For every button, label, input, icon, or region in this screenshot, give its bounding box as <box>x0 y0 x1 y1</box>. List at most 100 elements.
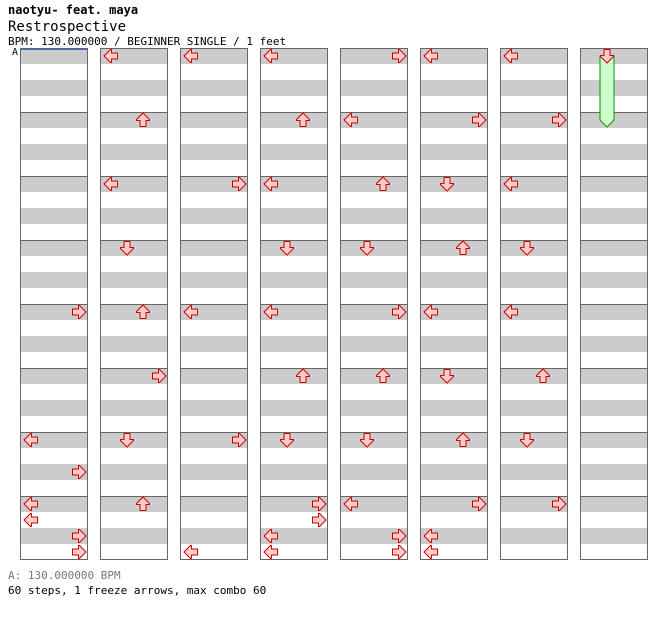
beat-stripe <box>581 256 647 272</box>
beat-stripe <box>421 416 487 432</box>
arrow-left-icon <box>503 49 519 64</box>
arrow-right-icon <box>391 304 407 320</box>
beat-stripe <box>181 304 247 320</box>
measure-line <box>341 304 407 305</box>
beat-stripe <box>501 304 567 320</box>
arrow-left-icon <box>423 544 439 559</box>
arrow-down-icon <box>439 176 455 192</box>
beat-stripe <box>21 112 87 128</box>
beat-stripe <box>501 384 567 400</box>
beat-stripe <box>101 272 167 288</box>
beat-stripe <box>581 352 647 368</box>
measure-line <box>581 176 647 177</box>
beat-stripe <box>101 144 167 160</box>
beat-stripe <box>261 384 327 400</box>
beat-stripe <box>21 80 87 96</box>
measure-line <box>101 496 167 497</box>
beat-stripe <box>181 352 247 368</box>
beat-stripe <box>421 224 487 240</box>
measure-line <box>101 240 167 241</box>
beat-stripe <box>261 224 327 240</box>
beat-stripe <box>421 400 487 416</box>
beat-stripe <box>21 384 87 400</box>
beat-stripe <box>181 448 247 464</box>
measure-line <box>341 240 407 241</box>
measure-line <box>581 368 647 369</box>
beat-stripe <box>101 224 167 240</box>
beat-stripe <box>181 368 247 384</box>
beat-stripe <box>421 272 487 288</box>
beat-stripe <box>341 224 407 240</box>
beat-stripe <box>261 144 327 160</box>
beat-stripe <box>21 96 87 112</box>
arrow-left-icon <box>183 304 199 320</box>
beat-stripe <box>581 336 647 352</box>
beat-stripe <box>501 400 567 416</box>
arrow-left-icon <box>263 49 279 64</box>
beat-stripe <box>341 496 407 512</box>
beat-stripe <box>181 496 247 512</box>
measure-line <box>501 432 567 433</box>
arrow-left-icon <box>263 528 279 544</box>
beat-stripe <box>181 464 247 480</box>
beat-stripe <box>581 288 647 304</box>
beat-stripe <box>581 528 647 544</box>
beat-stripe <box>21 256 87 272</box>
beat-stripe <box>501 544 567 559</box>
beat-stripe <box>341 64 407 80</box>
beat-stripe <box>581 400 647 416</box>
beat-stripe <box>421 464 487 480</box>
beat-stripe <box>341 304 407 320</box>
beat-stripe <box>501 528 567 544</box>
beat-stripe <box>421 352 487 368</box>
beat-stripe <box>101 176 167 192</box>
arrow-left-icon <box>23 432 39 448</box>
beat-stripe <box>341 336 407 352</box>
arrow-left-icon <box>343 496 359 512</box>
chart-stats: 60 steps, 1 freeze arrows, max combo 60 <box>8 584 267 597</box>
beat-stripe <box>341 320 407 336</box>
beat-stripe <box>421 208 487 224</box>
beat-stripe <box>581 304 647 320</box>
measure-line <box>261 304 327 305</box>
beat-stripe <box>341 160 407 176</box>
beat-stripe <box>341 368 407 384</box>
beat-stripe <box>101 400 167 416</box>
chart-column <box>100 48 168 560</box>
beat-stripe <box>101 464 167 480</box>
beat-stripe <box>21 288 87 304</box>
beat-stripe <box>421 480 487 496</box>
beat-stripe <box>21 496 87 512</box>
beat-stripe <box>261 528 327 544</box>
beat-stripe <box>261 496 327 512</box>
beat-stripe <box>581 272 647 288</box>
beat-stripe <box>21 192 87 208</box>
beat-stripe <box>21 528 87 544</box>
beat-stripe <box>341 528 407 544</box>
beat-stripe <box>421 240 487 256</box>
measure-line <box>101 112 167 113</box>
beat-stripe <box>21 336 87 352</box>
beat-stripe <box>21 368 87 384</box>
arrow-up-icon <box>375 176 391 192</box>
measure-line <box>21 176 87 177</box>
beat-stripe <box>101 544 167 559</box>
arrow-down-icon <box>359 432 375 448</box>
beat-stripe <box>421 304 487 320</box>
beat-stripe <box>581 384 647 400</box>
beat-stripe <box>101 96 167 112</box>
beat-stripe <box>501 336 567 352</box>
beat-stripe <box>501 128 567 144</box>
beat-stripe <box>101 352 167 368</box>
measure-line <box>341 176 407 177</box>
beat-stripe <box>181 128 247 144</box>
measure-line <box>341 112 407 113</box>
chart-column <box>580 48 648 560</box>
beat-stripe <box>261 304 327 320</box>
beat-stripe <box>21 224 87 240</box>
beat-stripe <box>21 416 87 432</box>
beat-stripe <box>101 112 167 128</box>
measure-line <box>261 176 327 177</box>
arrow-down-icon <box>119 432 135 448</box>
arrow-left-icon <box>103 176 119 192</box>
